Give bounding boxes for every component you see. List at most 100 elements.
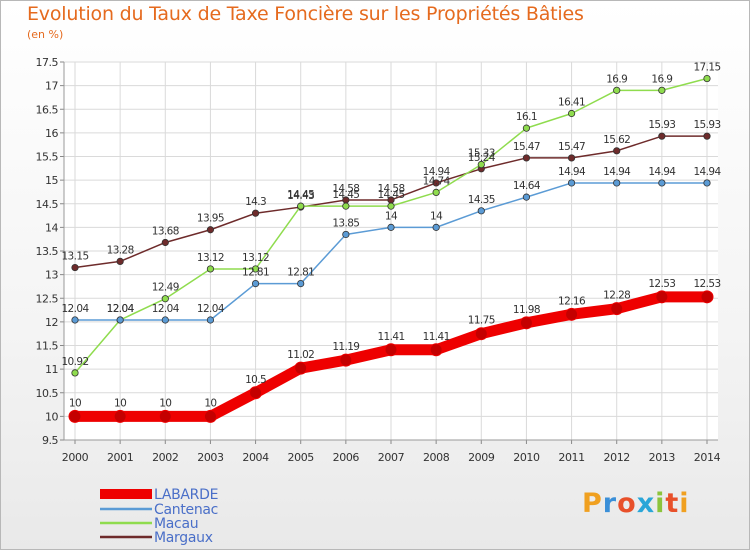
- data-point-cantenac: [567, 179, 576, 187]
- data-label-macau: 12.04: [107, 303, 135, 315]
- data-label-macau: 12.49: [152, 282, 179, 294]
- y-tick-label: 14: [45, 221, 58, 234]
- data-point-cantenac: [703, 179, 711, 187]
- data-point-margaux: [116, 257, 124, 265]
- data-point-cantenac: [522, 193, 531, 201]
- data-label-margaux: 15.62: [603, 134, 630, 146]
- proxiti-logo: Proxiti: [582, 488, 690, 519]
- data-point-macau: [387, 202, 395, 210]
- data-point-cantenac: [297, 280, 305, 288]
- data-label-margaux: 14.3: [245, 196, 266, 208]
- y-tick-label: 17: [45, 80, 58, 93]
- data-label-cantenac: 12.81: [242, 267, 269, 279]
- x-tick-label: 2010: [513, 451, 540, 464]
- x-tick-label: 2012: [604, 451, 630, 464]
- data-point-labarde: [519, 316, 533, 330]
- data-point-margaux: [522, 154, 531, 162]
- data-point-macau: [206, 265, 215, 273]
- data-point-margaux: [567, 154, 576, 162]
- data-point-cantenac: [71, 316, 79, 324]
- data-label-margaux: 13.15: [61, 251, 88, 263]
- x-tick-label: 2000: [62, 451, 89, 464]
- data-label-macau: 14.45: [377, 189, 404, 201]
- data-label-cantenac: 14.94: [693, 166, 721, 178]
- data-point-cantenac: [432, 223, 440, 231]
- data-point-cantenac: [116, 316, 124, 324]
- data-label-macau: 13.12: [242, 252, 269, 264]
- data-label-macau: 16.1: [516, 111, 537, 123]
- data-label-cantenac: 14.64: [513, 180, 541, 192]
- y-tick-label: 11.5: [36, 340, 59, 353]
- data-label-macau: 15.33: [468, 148, 495, 160]
- y-tick-label: 12.5: [36, 292, 59, 305]
- data-point-macau: [342, 202, 350, 210]
- data-label-macau: 16.9: [606, 73, 627, 85]
- y-tick-label: 16: [45, 127, 58, 140]
- data-point-macau: [658, 86, 666, 94]
- data-label-cantenac: 13.85: [332, 217, 359, 229]
- data-label-macau: 17.15: [693, 62, 720, 74]
- y-tick-label: 12: [45, 316, 58, 329]
- data-label-margaux: 14.94: [423, 166, 451, 178]
- legend-label-macau: Macau: [154, 516, 198, 532]
- data-point-margaux: [71, 263, 79, 272]
- data-point-macau: [297, 202, 305, 210]
- legend-label-margaux: Margaux: [154, 530, 213, 546]
- data-label-labarde: 12.53: [693, 278, 720, 290]
- x-tick-label: 2003: [197, 451, 224, 464]
- data-label-labarde: 11.19: [332, 341, 359, 353]
- data-label-labarde: 11.41: [423, 331, 450, 343]
- data-label-macau: 16.9: [651, 73, 672, 85]
- data-label-labarde: 10: [114, 397, 126, 409]
- data-point-margaux: [613, 147, 621, 155]
- y-tick-label: 9.5: [42, 434, 58, 447]
- data-point-cantenac: [658, 179, 666, 187]
- data-label-cantenac: 14: [385, 210, 398, 222]
- data-point-labarde: [655, 290, 669, 304]
- x-tick-label: 2007: [378, 451, 405, 464]
- chart-unit-label: (en %): [27, 28, 64, 41]
- data-label-labarde: 11.98: [513, 304, 540, 316]
- data-label-margaux: 13.68: [152, 225, 179, 237]
- data-label-cantenac: 12.81: [287, 267, 314, 279]
- data-label-cantenac: 14: [430, 210, 443, 222]
- data-label-macau: 14.74: [423, 175, 451, 187]
- y-tick-label: 10: [45, 410, 58, 423]
- data-label-labarde: 10: [159, 397, 171, 409]
- x-tick-label: 2006: [333, 451, 360, 464]
- data-point-labarde: [249, 386, 263, 400]
- y-tick-label: 16.5: [36, 103, 59, 116]
- data-label-cantenac: 12.04: [152, 303, 180, 315]
- x-tick-label: 2002: [152, 451, 178, 464]
- data-label-margaux: 13.28: [107, 244, 134, 256]
- data-point-margaux: [161, 238, 169, 247]
- y-tick-label: 11: [45, 363, 58, 376]
- data-label-margaux: 15.47: [513, 141, 540, 153]
- data-point-labarde: [474, 327, 488, 341]
- data-point-labarde: [158, 409, 172, 423]
- data-label-margaux: 14.58: [332, 183, 359, 195]
- data-label-cantenac: 12.04: [107, 303, 135, 315]
- data-label-macau: 13.12: [197, 252, 224, 264]
- data-label-labarde: 10: [69, 397, 81, 409]
- data-label-cantenac: 14.35: [468, 194, 495, 206]
- x-tick-label: 2014: [694, 451, 721, 464]
- data-label-cantenac: 14.94: [648, 166, 676, 178]
- data-point-labarde: [610, 302, 624, 316]
- data-point-margaux: [703, 132, 711, 140]
- data-point-cantenac: [161, 316, 169, 324]
- data-label-labarde: 11.75: [468, 315, 495, 327]
- data-label-macau: 14.45: [287, 189, 314, 201]
- data-point-cantenac: [206, 316, 215, 324]
- data-point-labarde: [294, 361, 308, 375]
- x-tick-label: 2004: [242, 451, 269, 464]
- data-label-labarde: 11.41: [377, 331, 404, 343]
- data-label-cantenac: 12.04: [61, 303, 89, 315]
- y-tick-label: 14.5: [36, 198, 59, 211]
- x-tick-label: 2011: [558, 451, 584, 464]
- data-label-labarde: 12.53: [648, 278, 675, 290]
- data-label-margaux: 14.58: [377, 183, 404, 195]
- data-point-macau: [432, 188, 440, 197]
- legend-label-labarde: LABARDE: [154, 487, 218, 503]
